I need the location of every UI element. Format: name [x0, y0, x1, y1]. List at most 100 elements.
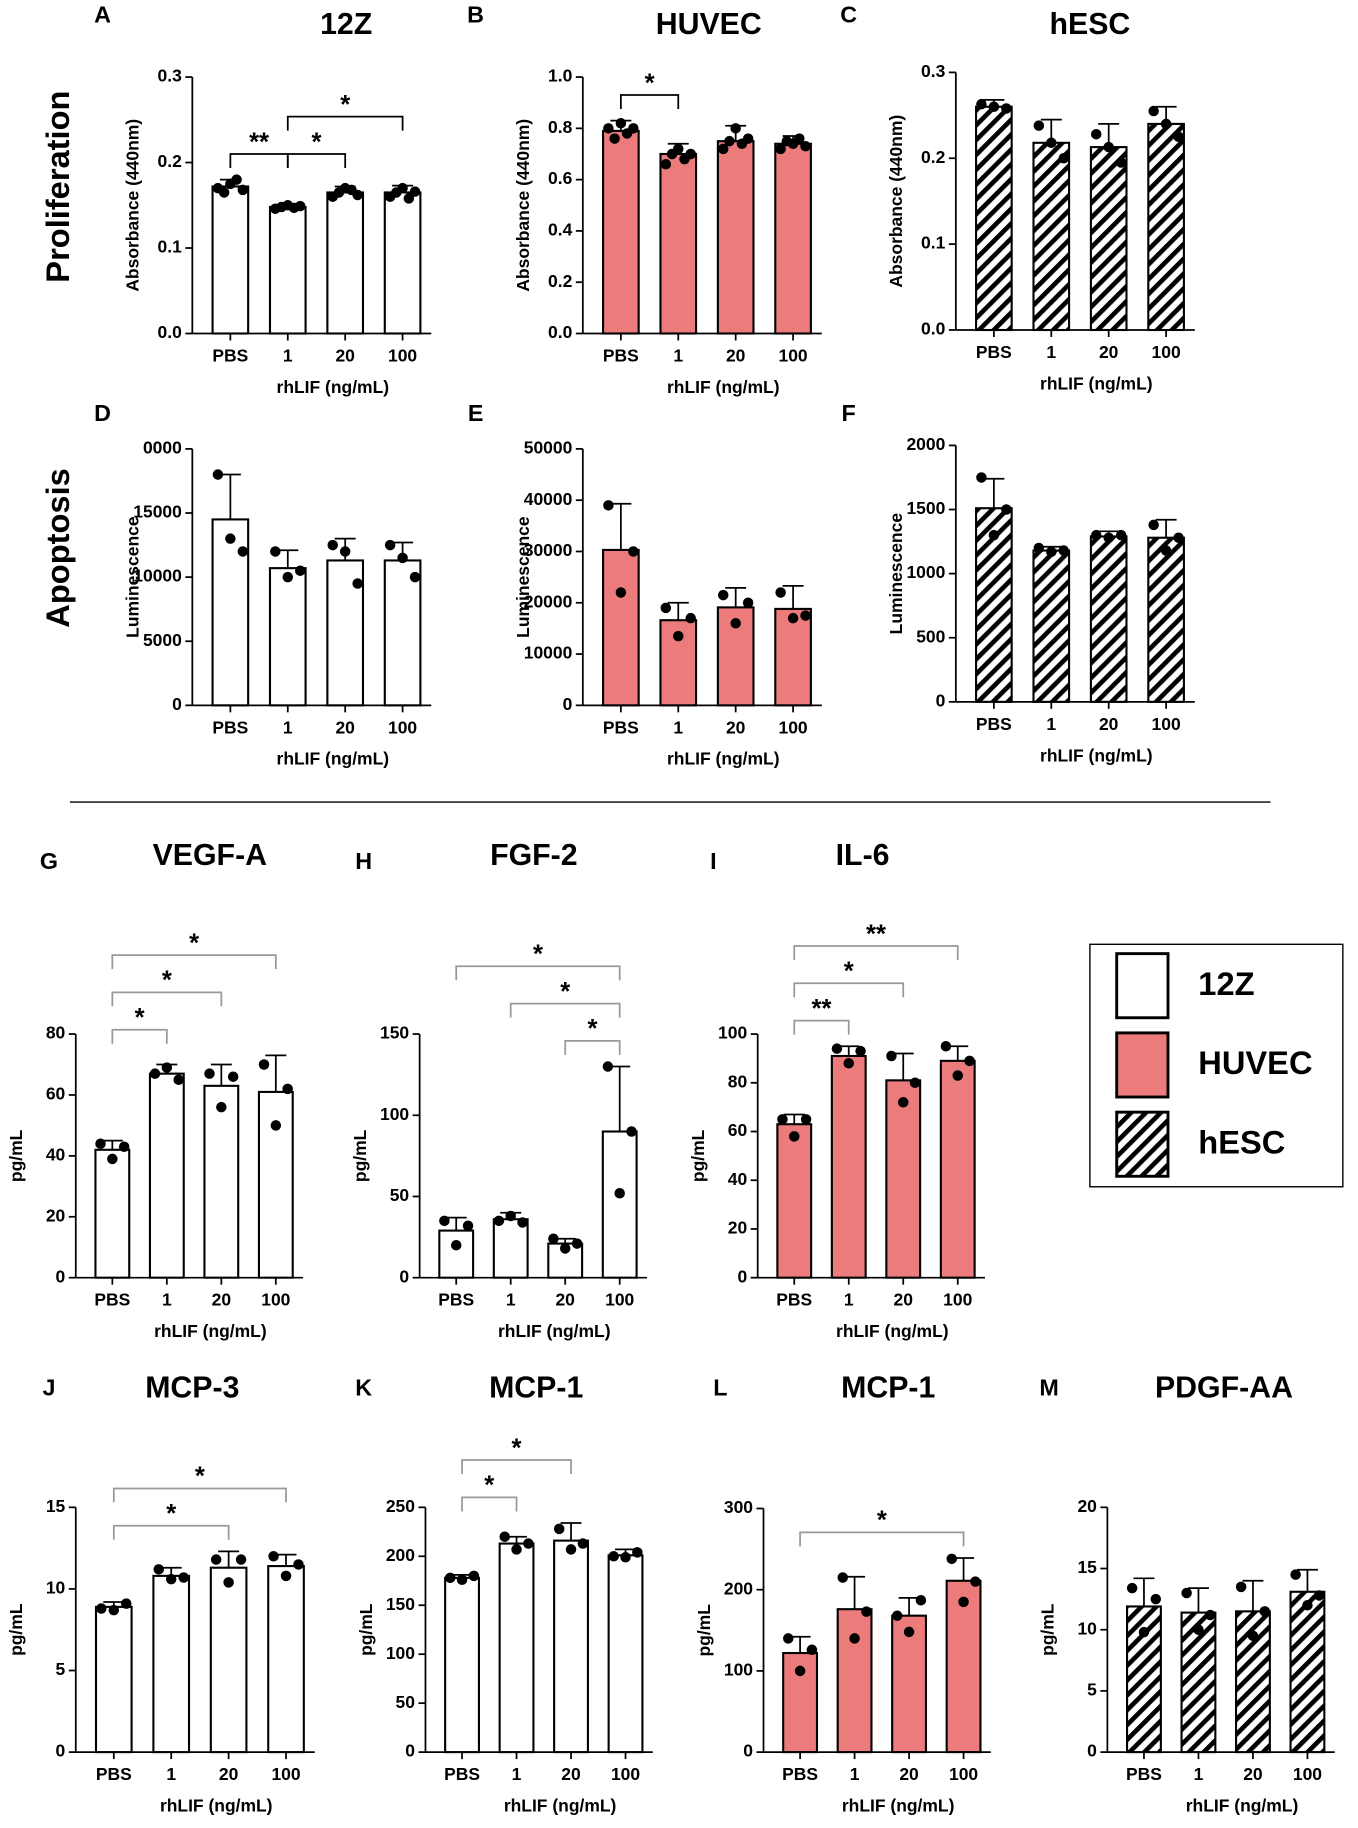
- y-tick-label: 1000: [906, 562, 945, 582]
- bar: [257, 1090, 294, 1279]
- data-point: [988, 101, 1000, 112]
- y-tick-label: 1500: [906, 498, 945, 518]
- data-point: [724, 135, 735, 147]
- error-bar: [1296, 1568, 1318, 1592]
- y-tick-label: 0.0: [548, 322, 572, 342]
- significance-bracket: [509, 1002, 621, 1018]
- y-tick-label: 40000: [524, 489, 573, 509]
- data-point: [225, 533, 236, 544]
- x-tick-label: 20: [212, 1290, 231, 1310]
- data-point: [517, 1217, 528, 1228]
- y-tick-label: 10000: [524, 643, 573, 663]
- bar: [602, 129, 640, 335]
- y-tick-label: 100: [386, 1643, 415, 1663]
- data-point: [216, 1101, 227, 1113]
- bar: [498, 1542, 535, 1754]
- significance-bracket: [799, 1531, 965, 1547]
- data-point: [499, 1531, 510, 1542]
- x-axis-label: rhLIF (ng/mL): [667, 377, 780, 397]
- data-point: [730, 123, 741, 134]
- x-tick-label: 100: [261, 1290, 290, 1310]
- y-axis-label: pg/mL: [350, 1129, 370, 1182]
- bar: [830, 1054, 867, 1279]
- significance-bracket: [286, 153, 347, 168]
- bar: [1147, 536, 1185, 703]
- data-point: [121, 1598, 132, 1609]
- significance-label: *: [135, 1004, 145, 1032]
- bar: [267, 1565, 305, 1754]
- data-point: [577, 1538, 589, 1549]
- data-point: [258, 1059, 270, 1070]
- significance-label: *: [512, 1434, 522, 1462]
- data-point: [897, 1097, 909, 1108]
- chart-title: MCP-1: [841, 1372, 935, 1405]
- panel-letter: J: [42, 1375, 55, 1401]
- error-bar: [275, 1553, 297, 1567]
- bar: [716, 140, 755, 335]
- x-tick-label: 1: [1194, 1764, 1204, 1784]
- significance-bracket: [461, 1459, 572, 1475]
- legend-label: hESC: [1198, 1123, 1285, 1160]
- chart-title: hESC: [1049, 8, 1130, 41]
- x-axis-label: rhLIF (ng/mL): [667, 749, 780, 769]
- data-point: [173, 1074, 184, 1085]
- data-point: [227, 1071, 239, 1082]
- y-tick-label: 40: [728, 1169, 747, 1189]
- y-axis-label: Absorbance (440nm): [513, 119, 533, 292]
- panel-letter: M: [1039, 1375, 1058, 1401]
- data-point: [628, 123, 639, 134]
- y-axis-label: pg/mL: [6, 1129, 26, 1182]
- data-point: [235, 1554, 247, 1565]
- x-tick-label: 1: [673, 717, 683, 737]
- x-tick-label: 20: [899, 1764, 918, 1784]
- bar: [438, 1229, 475, 1279]
- data-point: [523, 1538, 534, 1549]
- y-tick-label: 80: [728, 1071, 747, 1091]
- data-point: [892, 1610, 903, 1621]
- data-point: [409, 571, 421, 583]
- x-tick-label: PBS: [444, 1764, 480, 1784]
- y-tick-label: 300: [724, 1497, 753, 1517]
- bar: [148, 1072, 185, 1279]
- data-point: [861, 1606, 872, 1617]
- data-point: [178, 1572, 189, 1583]
- y-tick-label: 0: [936, 690, 946, 710]
- bar: [939, 1059, 976, 1279]
- data-point: [293, 1559, 304, 1570]
- y-tick-label: 1.0: [548, 66, 572, 86]
- bar: [1032, 141, 1071, 332]
- data-point: [1090, 128, 1102, 140]
- y-tick-label: 0: [399, 1266, 409, 1286]
- x-tick-label: PBS: [782, 1764, 818, 1784]
- y-tick-label: 100: [724, 1660, 753, 1680]
- data-point: [1205, 1609, 1216, 1621]
- data-point: [1235, 1581, 1247, 1593]
- x-tick-label: 20: [335, 345, 354, 365]
- data-point: [806, 1644, 818, 1656]
- data-point: [444, 1572, 456, 1584]
- data-point: [1160, 545, 1172, 556]
- data-point: [280, 1570, 292, 1582]
- error-bar: [277, 549, 299, 569]
- data-point: [1115, 157, 1127, 168]
- data-point: [1058, 545, 1069, 556]
- significance-label: **: [812, 995, 832, 1023]
- y-tick-label: 5: [1087, 1680, 1097, 1700]
- data-point: [118, 1141, 130, 1152]
- y-tick-label: 20: [46, 1205, 65, 1225]
- data-point: [660, 158, 672, 170]
- error-bar: [838, 1045, 860, 1056]
- x-tick-label: PBS: [438, 1290, 474, 1310]
- error-bar: [1155, 518, 1177, 538]
- panel-letter: F: [841, 400, 855, 426]
- panel-letter: D: [94, 400, 111, 426]
- x-tick-label: 20: [1099, 714, 1118, 734]
- y-axis-label: pg/mL: [1038, 1603, 1058, 1656]
- data-point: [96, 1603, 107, 1614]
- data-point: [615, 587, 627, 598]
- data-point: [282, 1083, 293, 1095]
- x-tick-label: 20: [1243, 1764, 1262, 1784]
- x-tick-label: 100: [779, 717, 808, 737]
- y-tick-label: 60: [728, 1120, 747, 1140]
- bar: [268, 567, 307, 707]
